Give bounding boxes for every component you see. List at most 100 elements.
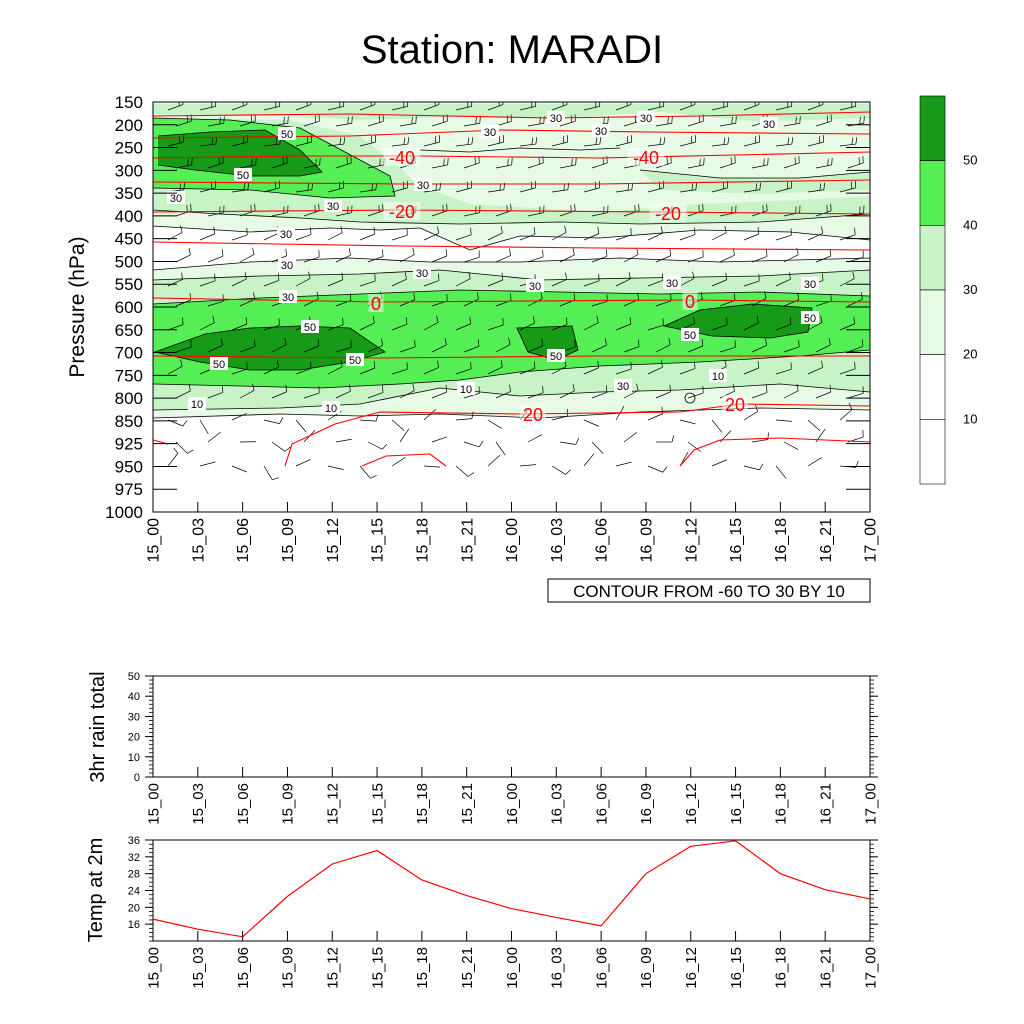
contour-label: 50	[213, 359, 225, 371]
wind-barb	[391, 102, 409, 111]
wind-barb	[839, 316, 856, 331]
wind-barb	[463, 205, 481, 217]
contour-label: 30	[327, 201, 339, 213]
contour-line	[153, 209, 870, 225]
temp-y-axis: 16 20 24 28 32 36	[128, 835, 878, 942]
wind-barb	[207, 116, 225, 127]
pressure-tick-label: 950	[115, 457, 143, 476]
time-tick-label: 15_03	[190, 947, 207, 989]
wind-barb	[743, 463, 764, 471]
wind-barb	[167, 359, 183, 375]
isotherm-label-bg	[520, 405, 546, 423]
wind-barb	[295, 361, 312, 375]
wind-barb	[519, 227, 536, 241]
wind-barb	[423, 315, 439, 331]
wind-barb	[807, 315, 823, 331]
wind-barb	[711, 225, 727, 241]
time-tick-label: 15_12	[325, 947, 342, 989]
wind-barb	[583, 315, 599, 331]
wind-barb	[231, 465, 247, 473]
wind-barb	[775, 137, 794, 147]
pressure-tick-label: 550	[115, 275, 143, 294]
wind-barb	[487, 273, 504, 287]
wind-barb	[399, 428, 410, 443]
wind-barb	[583, 419, 599, 427]
wind-barb	[647, 465, 668, 473]
time-tick-label: 16_00	[504, 783, 521, 825]
wind-barb	[463, 339, 480, 353]
wind-barb	[527, 385, 544, 399]
y-tick-label: 50	[128, 671, 140, 683]
wind-barb	[199, 226, 216, 241]
pressure-tick-label: 500	[115, 252, 143, 271]
wind-barb	[335, 438, 352, 443]
wind-barb	[647, 273, 664, 287]
wind-barb	[167, 447, 179, 467]
wind-barb	[743, 316, 759, 331]
wind-barb	[527, 291, 543, 307]
contour-label-bg	[801, 311, 819, 324]
wind-barb	[807, 226, 823, 241]
wind-barb	[295, 459, 311, 467]
time-tick-label: 15_12	[325, 783, 342, 825]
wind-barb	[199, 419, 209, 434]
wind-barb	[711, 459, 727, 467]
wind-barb	[263, 273, 280, 287]
wind-barb	[303, 292, 319, 307]
contour-label: 30	[416, 268, 428, 280]
pressure-tick-label: 150	[115, 93, 143, 112]
time-tick-label: 15_00	[145, 947, 162, 989]
isotherm-line	[152, 209, 871, 215]
wind-barb	[751, 385, 768, 399]
time-tick-label: 15_00	[146, 518, 163, 563]
wind-barb	[175, 384, 191, 399]
time-tick-label: 16_06	[593, 947, 610, 989]
wind-barb	[711, 419, 723, 433]
wind-barb	[199, 273, 216, 287]
time-tick-label: 16_18	[773, 783, 790, 825]
wind-barb	[327, 359, 343, 375]
contour-small-circle	[684, 392, 696, 404]
temp-plot-frame	[152, 839, 871, 942]
wind-barb	[687, 203, 704, 217]
contour-info-box	[547, 578, 871, 603]
wind-barb	[207, 249, 224, 263]
wind-barb	[583, 102, 601, 111]
time-tick-label: 15_15	[369, 947, 386, 989]
wind-barb	[839, 227, 856, 241]
time-tick-label: 16_18	[773, 518, 790, 563]
wind-barb	[719, 293, 736, 307]
wind-barb	[207, 385, 224, 399]
wind-barb	[327, 465, 344, 470]
wind-barb	[263, 318, 280, 331]
time-tick-label: 16_03	[549, 947, 566, 989]
y-tick-label: 40	[128, 691, 140, 703]
wind-barb	[231, 362, 248, 375]
pressure-axis-title: Pressure (hPa)	[66, 236, 89, 377]
wind-barb	[175, 441, 194, 454]
contour-label: 30	[763, 119, 775, 131]
time-tick-label: 15_15	[369, 783, 386, 825]
wind-barb	[495, 441, 506, 456]
wind-barb	[751, 291, 767, 307]
wind-barb	[623, 383, 639, 399]
contour-label: 50	[304, 322, 316, 334]
contour-label-bg	[346, 353, 364, 366]
chart-title: Station: MARADI	[360, 28, 664, 72]
wind-barb	[239, 292, 255, 307]
time-tick-label: 16_15	[728, 947, 745, 989]
wind-barb	[839, 102, 857, 111]
wind-barb	[775, 228, 792, 241]
contour-label-bg	[301, 320, 319, 333]
wind-barb	[591, 338, 607, 353]
wind-barb	[583, 226, 600, 241]
time-tick-label: 16_06	[593, 783, 610, 825]
contour-label: 30	[640, 113, 652, 125]
wind-barb	[719, 156, 736, 169]
wind-barb	[519, 102, 537, 111]
wind-barb	[743, 361, 760, 375]
wind-barb	[679, 135, 696, 147]
wind-barb	[743, 404, 758, 421]
rain-plot-frame	[152, 675, 871, 778]
pressure-tick-label: 925	[115, 435, 143, 454]
